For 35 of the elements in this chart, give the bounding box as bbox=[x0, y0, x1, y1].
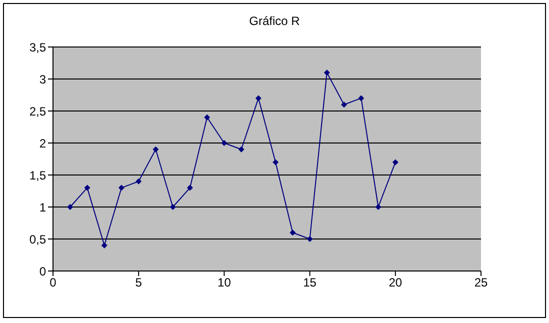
x-tick-label: 10 bbox=[218, 276, 232, 290]
point bbox=[324, 70, 330, 76]
point bbox=[306, 236, 313, 242]
y-tick-label: 0 bbox=[39, 264, 46, 278]
point bbox=[84, 184, 90, 191]
y-tick-label: 3 bbox=[39, 72, 46, 86]
point bbox=[118, 184, 124, 191]
y-tick-label: 3,5 bbox=[29, 40, 46, 54]
y-tick-label: 0,5 bbox=[29, 232, 46, 246]
point bbox=[136, 178, 142, 184]
point bbox=[341, 102, 348, 108]
chart-title: Gráfico R bbox=[248, 14, 301, 28]
point bbox=[152, 146, 159, 152]
x-tick-label: 5 bbox=[135, 276, 142, 290]
point bbox=[170, 204, 176, 210]
point bbox=[238, 146, 244, 152]
point bbox=[204, 114, 210, 120]
x-tick-label: 0 bbox=[50, 276, 57, 290]
point bbox=[272, 159, 279, 166]
point bbox=[67, 204, 74, 210]
y-tick-label: 2 bbox=[39, 136, 46, 150]
point bbox=[186, 184, 193, 191]
point bbox=[101, 242, 108, 248]
point bbox=[375, 204, 382, 210]
point bbox=[255, 95, 262, 102]
x-tick-label: 15 bbox=[303, 276, 317, 290]
x-tick-label: 20 bbox=[388, 276, 402, 290]
y-tick-label: 1 bbox=[39, 200, 46, 214]
point bbox=[358, 95, 364, 102]
point bbox=[392, 159, 398, 166]
point bbox=[221, 140, 228, 146]
x-tick-label: 25 bbox=[474, 276, 488, 290]
y-tick-label: 1,5 bbox=[29, 168, 46, 182]
point bbox=[290, 230, 296, 236]
y-tick-label: 2,5 bbox=[29, 104, 46, 118]
